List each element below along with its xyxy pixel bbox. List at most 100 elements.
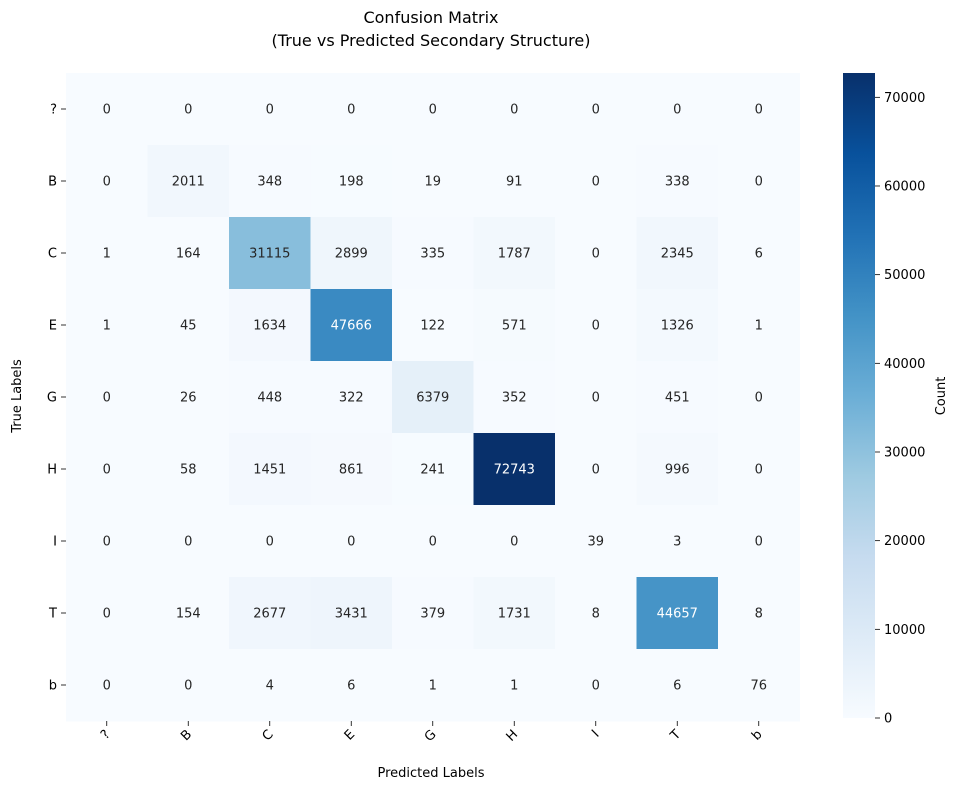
cell-value-label-8-6: 0	[592, 679, 600, 694]
cell-value-label-6-5: 0	[510, 535, 518, 550]
heatmap-cell-4-5	[473, 361, 556, 434]
heatmap-cell-5-4	[392, 433, 474, 506]
heatmap-cell-3-3	[310, 289, 393, 362]
cell-value-label-5-2: 1451	[253, 463, 286, 478]
heatmap-cell-2-8	[718, 217, 800, 290]
cell-value-label-3-6: 0	[592, 319, 600, 334]
heatmap-cell-2-5	[473, 217, 556, 290]
heatmap-cell-6-3	[310, 505, 393, 578]
cell-value-label-1-3: 198	[339, 175, 364, 190]
cell-value-label-0-6: 0	[592, 103, 600, 118]
cell-value-label-3-4: 122	[420, 319, 445, 334]
cell-value-label-4-7: 451	[665, 391, 690, 406]
heatmap-cell-0-8	[718, 73, 800, 146]
heatmap-cell-4-1	[147, 361, 230, 434]
heatmap-cells	[66, 73, 800, 722]
heatmap-cell-4-7	[636, 361, 719, 434]
heatmap-cell-2-4	[392, 217, 474, 290]
heatmap-cell-1-8	[718, 145, 800, 218]
cell-value-label-1-5: 91	[506, 175, 523, 190]
heatmap-cell-0-4	[392, 73, 474, 146]
heatmap-cell-3-0	[66, 289, 148, 362]
heatmap-cell-5-1	[147, 433, 230, 506]
heatmap-cell-0-3	[310, 73, 393, 146]
cell-value-label-4-0: 0	[103, 391, 111, 406]
cell-value-label-7-6: 8	[592, 607, 600, 622]
heatmap-cell-8-7	[636, 649, 719, 722]
cell-value-label-7-5: 1731	[498, 607, 531, 622]
x-tick-label-8: b	[749, 727, 765, 743]
heatmap-cell-1-0	[66, 145, 148, 218]
cell-value-label-7-3: 3431	[335, 607, 368, 622]
heatmap-cell-6-7	[636, 505, 719, 578]
chart-title-line-2: (True vs Predicted Secondary Structure)	[272, 31, 591, 50]
colorbar-tick-label-4: 40000	[884, 357, 925, 372]
heatmap-cell-2-1	[147, 217, 230, 290]
cell-value-label-6-6: 39	[587, 535, 604, 550]
cell-value-label-4-1: 26	[180, 391, 197, 406]
chart-title-line-1: Confusion Matrix	[363, 8, 498, 27]
cell-value-label-1-4: 19	[424, 175, 441, 190]
cell-value-label-2-7: 2345	[661, 247, 694, 262]
cell-value-label-1-7: 338	[665, 175, 690, 190]
heatmap-cell-4-0	[66, 361, 148, 434]
cell-value-label-8-7: 6	[673, 679, 681, 694]
heatmap-cell-8-0	[66, 649, 148, 722]
heatmap-cell-5-0	[66, 433, 148, 506]
heatmap-cell-0-5	[473, 73, 556, 146]
cell-value-label-8-0: 0	[103, 679, 111, 694]
y-tick-label-7: T	[48, 607, 57, 622]
cell-value-label-1-6: 0	[592, 175, 600, 190]
cell-value-label-2-1: 164	[176, 247, 201, 262]
cell-value-label-5-7: 996	[665, 463, 690, 478]
heatmap-cell-3-8	[718, 289, 800, 362]
x-tick-label-4: G	[422, 727, 440, 745]
heatmap-cell-8-6	[555, 649, 637, 722]
cell-value-label-0-1: 0	[184, 103, 192, 118]
heatmap-cell-1-4	[392, 145, 474, 218]
cell-value-label-8-5: 1	[510, 679, 518, 694]
heatmap-cell-5-5	[473, 433, 556, 506]
heatmap-cell-5-7	[636, 433, 719, 506]
heatmap-cell-8-8	[718, 649, 800, 722]
heatmap-cell-labels: 0 0 0 0 0 0 0 0 00 2011 348 198 19 91 0 338 01 164 31115 28…	[103, 103, 767, 694]
cell-value-label-8-4: 1	[429, 679, 437, 694]
heatmap-cell-7-1	[147, 577, 230, 650]
heatmap-cell-6-4	[392, 505, 474, 578]
heatmap-cell-6-2	[229, 505, 311, 578]
heatmap-cell-1-6	[555, 145, 637, 218]
heatmap-cell-0-2	[229, 73, 311, 146]
cell-value-label-3-8: 1	[755, 319, 763, 334]
y-tick-label-1: B	[48, 175, 57, 190]
y-tick-label-0: ?	[50, 103, 57, 118]
colorbar-tick-label-5: 50000	[884, 268, 925, 283]
heatmap-cell-7-5	[473, 577, 556, 650]
cell-value-label-7-4: 379	[420, 607, 445, 622]
heatmap-cell-6-1	[147, 505, 230, 578]
colorbar-label: Count	[934, 377, 949, 416]
y-tick-label-4: G	[47, 391, 57, 406]
colorbar-ticks: 0 10000 20000 30000 40000 50000 60000 70000	[875, 91, 925, 727]
heatmap-cell-7-7	[636, 577, 719, 650]
cell-value-label-6-1: 0	[184, 535, 192, 550]
heatmap-cell-2-2	[229, 217, 311, 290]
heatmap-cell-6-5	[473, 505, 556, 578]
cell-value-label-0-2: 0	[266, 103, 274, 118]
cell-value-label-4-3: 322	[339, 391, 364, 406]
heatmap-cell-3-2	[229, 289, 311, 362]
y-tick-label-2: C	[48, 247, 57, 262]
heatmap-cell-1-5	[473, 145, 556, 218]
heatmap-cell-2-6	[555, 217, 637, 290]
cell-value-label-3-0: 1	[103, 319, 111, 334]
cell-value-label-4-5: 352	[502, 391, 527, 406]
heatmap-cell-8-3	[310, 649, 393, 722]
colorbar-tick-label-6: 60000	[884, 179, 925, 194]
cell-value-label-6-7: 3	[673, 535, 681, 550]
y-tick-label-5: H	[47, 463, 57, 478]
cell-value-label-0-8: 0	[755, 103, 763, 118]
cell-value-label-3-7: 1326	[661, 319, 694, 334]
cell-value-label-6-0: 0	[103, 535, 111, 550]
heatmap-cell-0-0	[66, 73, 148, 146]
